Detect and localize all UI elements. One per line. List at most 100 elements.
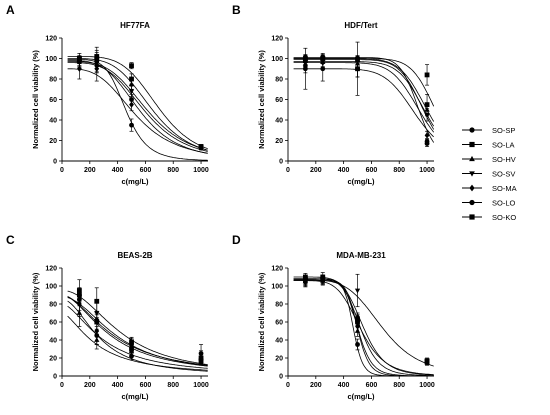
series-so-sv: [293, 273, 434, 367]
panel-letter: D: [232, 233, 241, 247]
y-tick-label: 40: [49, 338, 57, 345]
y-tick-label: 80: [275, 77, 283, 84]
y-tick-label: 60: [49, 320, 57, 327]
panel-b: B HDF/Tert 0 20 40 60 80 100 120 0 200 400 600 800 100…: [232, 3, 435, 186]
x-tick-label: 200: [310, 382, 322, 389]
panel-letter: B: [232, 3, 241, 17]
legend-marker: [469, 184, 475, 192]
legend-label: SO-HV: [492, 155, 516, 164]
data-point: [355, 323, 360, 330]
data-point: [128, 89, 135, 95]
panel-title: HF77FA: [120, 21, 150, 30]
data-point: [320, 66, 326, 72]
panel-d: D MDA-MB-231 0 20 40 60 80 100 120 0 200 400 600 800 1…: [232, 233, 435, 401]
data-point: [424, 132, 430, 139]
legend-label: SO-SP: [492, 126, 515, 135]
data-point: [355, 66, 360, 72]
panel-title: MDA-MB-231: [336, 251, 386, 260]
legend-label: SO-SV: [492, 169, 515, 178]
series-so-lo: [293, 275, 434, 376]
x-tick-label: 1000: [193, 167, 209, 174]
legend-label: SO-LO: [492, 198, 516, 207]
legend-marker: [469, 171, 475, 177]
fit-curve: [67, 60, 208, 154]
series-so-lo: [67, 46, 208, 161]
data-point: [76, 288, 82, 293]
y-axis-label: Normalized cell viability (%): [31, 50, 40, 149]
legend-label: SO-LA: [492, 140, 515, 149]
y-tick-label: 120: [271, 36, 283, 43]
fit-curve: [67, 290, 208, 365]
fit-curve: [293, 62, 435, 133]
data-point: [320, 274, 326, 280]
x-axis-label: c(mg/L): [121, 177, 149, 186]
x-axis-label: c(mg/L): [347, 392, 375, 401]
x-tick-label: 800: [393, 382, 405, 389]
series-so-ko: [67, 279, 208, 365]
series-so-ko: [293, 272, 434, 376]
data-point: [129, 63, 134, 69]
series-so-lo: [67, 288, 208, 372]
y-tick-label: 80: [49, 302, 57, 309]
legend-item: SO-LO: [462, 198, 516, 207]
x-tick-label: 800: [167, 167, 179, 174]
data-point: [94, 333, 100, 338]
legend-item: SO-SP: [462, 126, 515, 135]
legend-marker: [469, 199, 475, 206]
fit-curve: [293, 61, 435, 127]
y-tick-label: 100: [271, 284, 283, 291]
y-tick-label: 0: [53, 374, 57, 381]
y-tick-label: 120: [45, 36, 57, 43]
x-tick-label: 0: [60, 382, 64, 389]
legend-marker: [469, 141, 475, 148]
x-axis-label: c(mg/L): [121, 392, 149, 401]
fit-curve: [67, 305, 208, 369]
data-point: [354, 288, 361, 294]
x-tick-label: 400: [338, 382, 350, 389]
fit-curve: [67, 62, 208, 152]
data-point: [94, 56, 100, 61]
legend-item: SO-MA: [462, 184, 517, 193]
data-point: [129, 353, 134, 359]
y-tick-label: 80: [49, 77, 57, 84]
legend: SO-SP SO-LA SO-HV SO-SV SO-MA SO-LO SO-KO: [462, 126, 517, 222]
y-tick-label: 60: [275, 320, 283, 327]
y-tick-label: 20: [275, 356, 283, 363]
data-point: [129, 339, 134, 345]
x-tick-label: 1000: [419, 167, 435, 174]
y-tick-label: 40: [275, 118, 283, 125]
y-axis-label: Normalized cell viability (%): [257, 50, 266, 149]
x-axis-label: c(mg/L): [347, 177, 375, 186]
fit-curve: [67, 59, 208, 161]
legend-label: SO-MA: [492, 184, 517, 193]
fit-curve: [67, 68, 208, 154]
data-point: [129, 344, 134, 351]
fit-curve: [67, 300, 208, 372]
data-point: [198, 144, 204, 150]
data-point: [355, 317, 360, 323]
y-tick-label: 0: [279, 374, 283, 381]
fit-curve: [293, 57, 435, 143]
data-point: [94, 298, 100, 304]
panel-a: A HF77FA 0 20 40 60 80 100 120 0 200 400 600 800 1000 c…: [6, 3, 209, 186]
series-so-ko: [293, 53, 435, 122]
data-point: [198, 351, 204, 356]
fit-curve: [67, 58, 208, 151]
x-tick-label: 0: [286, 382, 290, 389]
fit-curve: [67, 56, 208, 150]
data-point: [424, 359, 430, 364]
fit-curve: [293, 280, 434, 376]
x-tick-label: 1000: [193, 382, 209, 389]
series-so-hv: [293, 56, 435, 127]
panel-c: C BEAS-2B 0 20 40 60 80 100 120 0 200 400 600 800 1000…: [6, 233, 209, 401]
series-so-hv: [67, 299, 208, 371]
fit-curve: [67, 315, 208, 371]
x-tick-label: 800: [393, 167, 405, 174]
data-point: [129, 76, 134, 82]
x-tick-label: 400: [112, 382, 124, 389]
legend-label: SO-KO: [492, 213, 516, 222]
data-point: [198, 358, 204, 364]
series-so-ma: [293, 276, 434, 375]
y-tick-label: 100: [271, 56, 283, 63]
y-tick-label: 20: [49, 138, 57, 145]
